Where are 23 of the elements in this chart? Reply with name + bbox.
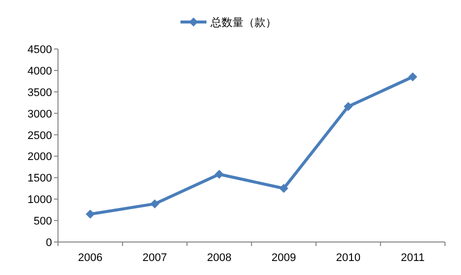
- point: [86, 210, 95, 219]
- x-tick-label: 2006: [78, 252, 102, 264]
- legend-label: 总数量（款）: [210, 16, 276, 29]
- y-tick-label: 0: [46, 237, 52, 249]
- y-tick-label: 2000: [28, 151, 52, 164]
- x-tick-label: 2009: [272, 252, 296, 264]
- y-tick-label: 500: [34, 216, 52, 228]
- point: [344, 102, 353, 111]
- point: [408, 72, 418, 82]
- x-tick-label: 2008: [207, 252, 232, 264]
- point: [150, 199, 160, 208]
- y-tick-label: 1000: [28, 194, 52, 206]
- y-tick-label: 3500: [28, 86, 52, 99]
- y-tick-label: 2500: [28, 130, 52, 142]
- y-tick-label: 4500: [28, 44, 52, 56]
- y-tick-label: 1500: [28, 172, 52, 185]
- y-tick-label: 3000: [28, 108, 52, 120]
- x-tick-label: 2010: [336, 252, 360, 264]
- point: [214, 170, 224, 179]
- x-tick-label: 2007: [142, 252, 167, 264]
- y-tick-label: 4000: [28, 65, 52, 78]
- x-tick-label: 2011: [400, 252, 425, 264]
- point: [279, 184, 288, 193]
